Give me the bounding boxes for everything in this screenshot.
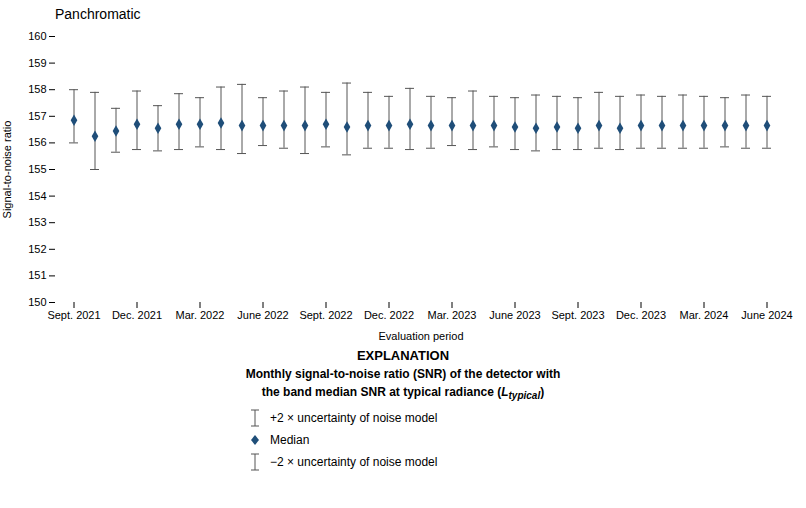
svg-text:Mar. 2024: Mar. 2024: [680, 309, 729, 321]
svg-text:155: 155: [28, 163, 46, 175]
svg-text:159: 159: [28, 57, 46, 69]
svg-text:June 2022: June 2022: [237, 309, 288, 321]
svg-text:Dec. 2021: Dec. 2021: [112, 309, 162, 321]
svg-text:June 2024: June 2024: [741, 309, 792, 321]
svg-text:160: 160: [28, 30, 46, 42]
html-text:+2 × uncertainty of noise mode: +2 × uncertainty of noise model: [270, 411, 438, 426]
html-text:Median: Median: [270, 433, 310, 448]
html-text:EXPLANATION: EXPLANATION: [356, 348, 450, 363]
svg-text:150: 150: [28, 296, 46, 308]
html-text:the band median SNR at typical: the band median SNR at typical radiance …: [261, 385, 545, 402]
svg-text:Sept. 2023: Sept. 2023: [551, 309, 604, 321]
svg-text:151: 151: [28, 269, 46, 281]
html-text:Monthly signal-to-noise ratio: Monthly signal-to-noise ratio (SNR) of t…: [245, 367, 561, 381]
svg-text:Evaluation period: Evaluation period: [378, 330, 463, 342]
svg-text:Sept. 2021: Sept. 2021: [47, 309, 100, 321]
svg-text:154: 154: [28, 190, 46, 202]
svg-text:153: 153: [28, 216, 46, 228]
html-text:Panchromatic: Panchromatic: [55, 6, 141, 22]
svg-text:158: 158: [28, 83, 46, 95]
svg-text:Mar. 2023: Mar. 2023: [428, 309, 477, 321]
svg-text:Signal-to-noise ratio: Signal-to-noise ratio: [1, 121, 13, 219]
html-text:−2 × uncertainty of noise mode: −2 × uncertainty of noise model: [270, 455, 438, 470]
svg-text:157: 157: [28, 110, 46, 122]
svg-text:Sept. 2022: Sept. 2022: [299, 309, 352, 321]
svg-text:156: 156: [28, 136, 46, 148]
svg-text:Dec. 2022: Dec. 2022: [364, 309, 414, 321]
svg-text:June 2023: June 2023: [489, 309, 540, 321]
svg-text:Mar. 2022: Mar. 2022: [176, 309, 225, 321]
svg-text:152: 152: [28, 243, 46, 255]
svg-text:Dec. 2023: Dec. 2023: [616, 309, 666, 321]
